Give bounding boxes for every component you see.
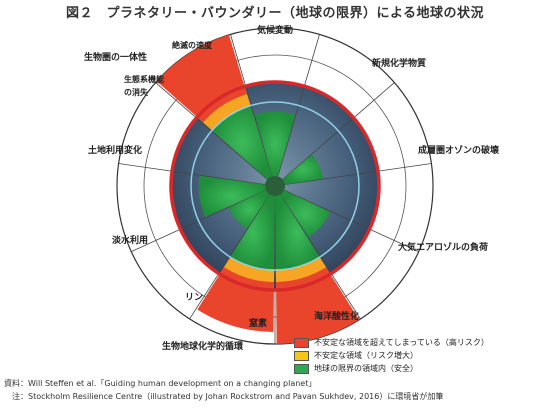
wedge-high-risk [197, 267, 274, 332]
segment-divider [274, 82, 395, 187]
segment-label-ecosystem-loss: 生態系機能 [124, 74, 164, 84]
segment-label: 窒素 [249, 317, 267, 329]
segment-label: 大気エアロゾルの負荷 [398, 241, 488, 253]
segment-label: 土地利用変化 [88, 144, 142, 156]
wedge-safe [198, 175, 266, 217]
group-label-biosphere: 生物圏の一体性 [84, 51, 147, 63]
chart-overlay [169, 80, 381, 292]
legend-label: 不安定な領域（リスク増大） [314, 351, 418, 360]
wedge-safe [280, 190, 331, 238]
note-line: 注：Stockholm Resilience Centre（illustrate… [4, 392, 444, 401]
chart-wedges [156, 34, 360, 344]
segment-divider [155, 82, 276, 187]
source-line: 資料：Will Steffen et al.「Guiding human dev… [4, 379, 317, 388]
segment-divider [274, 163, 432, 187]
legend-swatch [294, 350, 309, 361]
segment-label: 新規化学物質 [372, 57, 426, 69]
segment-label: 海洋酸性化 [314, 310, 359, 322]
wedge-safe [254, 111, 296, 177]
group-label-biogeochemical: 生物地球化学的循環 [162, 340, 244, 352]
center-globe [265, 176, 285, 196]
segment-divider [131, 185, 276, 252]
segment-label: 淡水利用 [112, 234, 148, 246]
segment-label: 成層圏オゾンの破壊 [418, 144, 500, 156]
figure-title: 図２ プラネタリー・バウンダリー（地球の限界）による地球の状況 [65, 6, 485, 21]
wedge-safe [282, 154, 323, 185]
segment-divider [118, 163, 276, 187]
legend-swatch [294, 363, 309, 374]
legend-item-high: 不安定な領域を超えてしまっている（高リスク） [294, 336, 489, 349]
segment-divider [230, 34, 276, 187]
source-note: 資料：Will Steffen et al.「Guiding human dev… [4, 377, 443, 403]
segment-divider [274, 34, 320, 187]
segment-label: リン [185, 292, 203, 303]
wedge-safe [228, 190, 270, 229]
legend-item-safe: 地球の限界の領域内（安全） [294, 362, 489, 375]
legend-item-uncertain: 不安定な領域（リスク増大） [294, 349, 489, 362]
legend-label: 不安定な領域を超えてしまっている（高リスク） [314, 338, 489, 347]
segment-divider [189, 185, 276, 320]
legend-swatch [294, 337, 309, 348]
segment-divider [274, 185, 361, 320]
wedge-safe [230, 194, 275, 270]
segment-label: 絶滅の速度 [172, 40, 213, 50]
legend-label: 地球の限界の領域内（安全） [314, 364, 418, 373]
segment-divider [274, 185, 419, 252]
segment-label-ecosystem-loss-2: の消失 [124, 87, 149, 97]
wedge-safe [275, 194, 320, 270]
legend: 不安定な領域を超えてしまっている（高リスク） 不安定な領域（リスク増大） 地球の… [294, 336, 489, 375]
wedge-high-risk [156, 34, 247, 123]
risk-boundary-ring [169, 80, 381, 292]
wedge-safe [212, 105, 273, 180]
segment-label: 気候変動 [257, 24, 293, 36]
safe-boundary-ring [190, 101, 360, 271]
